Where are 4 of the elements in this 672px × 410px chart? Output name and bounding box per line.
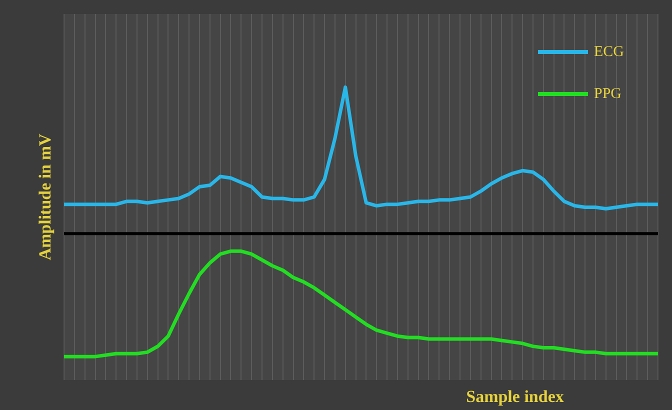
y-axis-title: Amplitude in mV <box>35 132 54 260</box>
x-axis-title: Sample index <box>466 386 564 406</box>
legend-label: PPG <box>594 86 622 102</box>
legend-label: ECG <box>594 44 624 60</box>
